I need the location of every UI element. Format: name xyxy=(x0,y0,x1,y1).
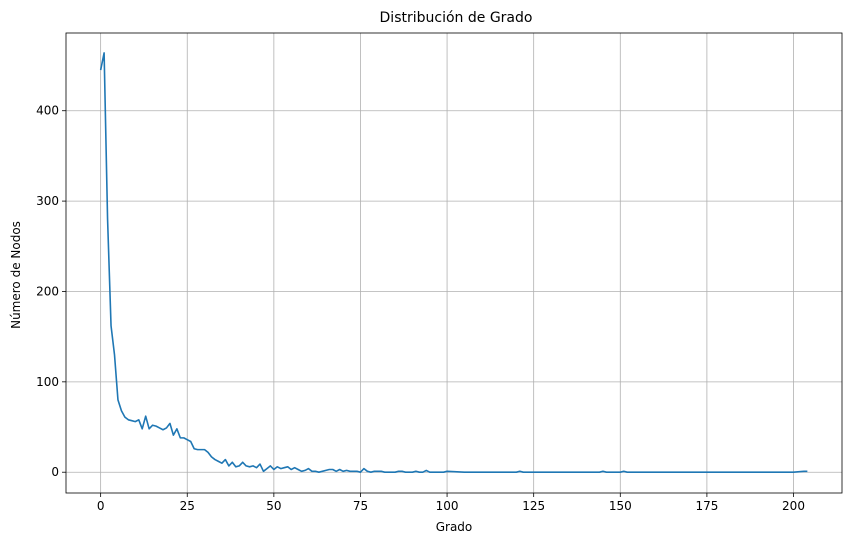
line-layer xyxy=(99,52,808,474)
x-ticks: 0 25 50 75 100 125 150 175 200 xyxy=(97,493,805,513)
x-tick-label: 200 xyxy=(782,499,805,513)
x-tick-label: 150 xyxy=(609,499,632,513)
y-tick-label: 400 xyxy=(36,104,59,118)
grid xyxy=(66,33,842,493)
x-tick-label: 175 xyxy=(695,499,718,513)
x-tick-label: 25 xyxy=(180,499,195,513)
x-tick-label: 75 xyxy=(353,499,368,513)
y-ticks: 0 100 200 300 400 xyxy=(36,104,66,479)
plot-frame xyxy=(65,32,843,494)
x-tick-label: 0 xyxy=(97,499,105,513)
y-tick-label: 300 xyxy=(36,194,59,208)
y-tick-label: 0 xyxy=(51,465,59,479)
series-line xyxy=(99,52,808,474)
chart-title: Distribución de Grado xyxy=(380,10,533,26)
x-tick-label: 50 xyxy=(266,499,281,513)
y-axis-label: Número de Nodos xyxy=(9,221,23,329)
x-axis-label: Grado xyxy=(436,520,473,534)
x-tick-label: 100 xyxy=(436,499,459,513)
x-tick-label: 125 xyxy=(522,499,545,513)
y-tick-label: 200 xyxy=(36,284,59,298)
y-tick-label: 100 xyxy=(36,375,59,389)
